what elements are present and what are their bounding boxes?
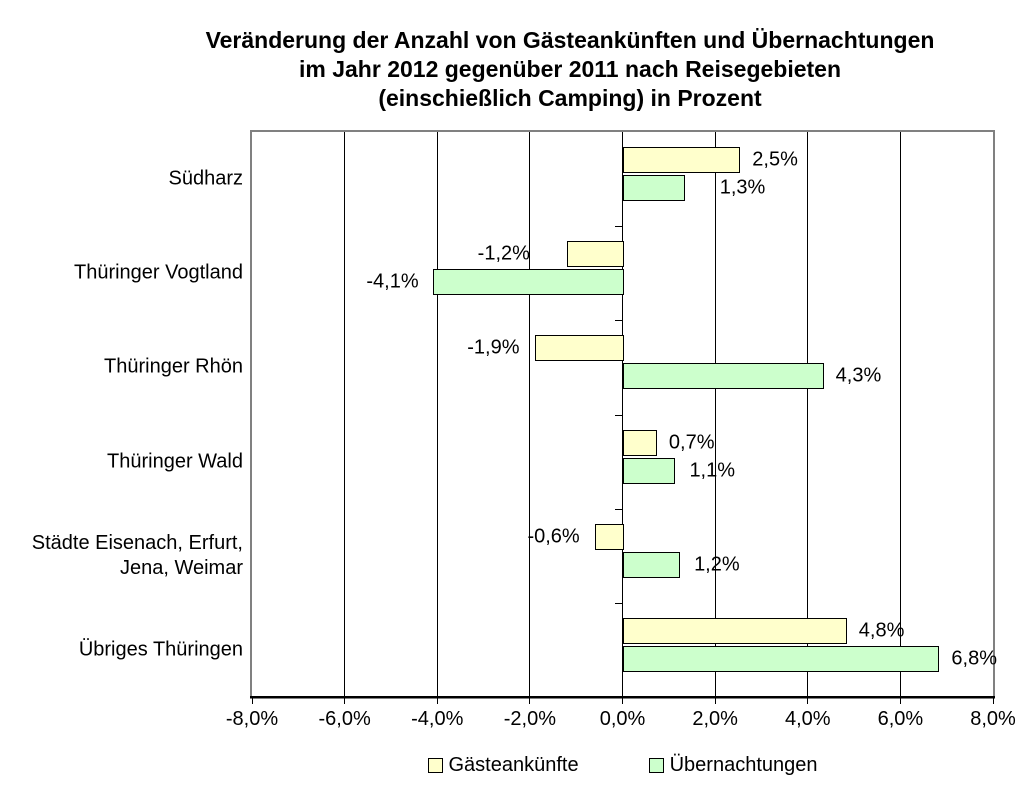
value-label: 0,7% <box>668 431 715 453</box>
value-label: 1,1% <box>689 459 736 481</box>
category-axis-labels: Südharz Thüringer Vogtland Thüringer Rhön T… <box>0 0 243 793</box>
x-axis-tick-label: 6,0% <box>877 708 924 730</box>
category-axis-tick <box>615 415 622 416</box>
value-label: -4,1% <box>366 270 419 293</box>
category-axis-tick <box>615 226 622 227</box>
value-label: -0,6% <box>527 525 580 548</box>
x-axis-tick <box>436 698 438 704</box>
bar-uebernachtungen-5 <box>622 645 940 672</box>
bar-gaesteankuenfte-5 <box>622 617 847 644</box>
category-label-5: Übriges Thüringen <box>78 638 243 661</box>
x-axis-tick-label: -4,0% <box>411 708 464 730</box>
gridline <box>899 132 901 697</box>
legend: Gästeankünfte Übernachtungen <box>250 754 995 777</box>
legend-swatch-icon <box>648 758 664 773</box>
value-label: 4,3% <box>835 364 882 387</box>
category-label-3: Thüringer Wald <box>107 450 243 473</box>
x-axis-tick <box>344 698 346 704</box>
category-label-2: Thüringer Rhön <box>104 355 243 378</box>
gridline <box>807 132 809 697</box>
bar-uebernachtungen-0 <box>622 175 685 201</box>
chart-title-line-2: im Jahr 2012 gegenüber 2011 nach Reisege… <box>298 56 842 82</box>
legend-item: Gästeankünfte <box>427 754 579 777</box>
bar-gaesteankuenfte-4 <box>594 523 625 550</box>
chart-title: Veränderung der Anzahl von Gästeankünfte… <box>105 26 1031 113</box>
x-axis-tick <box>622 698 623 704</box>
legend-label: Gästeankünfte <box>448 754 579 776</box>
x-axis-tick-label: 0,0% <box>599 708 646 730</box>
bar-uebernachtungen-3 <box>622 457 676 484</box>
gridline <box>344 132 346 697</box>
value-label: 1,2% <box>694 553 740 576</box>
x-axis-tick-label: 4,0% <box>784 708 831 730</box>
chart-title-line-3: (einschießlich Camping) in Prozent <box>378 85 762 111</box>
x-axis-tick <box>899 698 901 704</box>
legend-label: Übernachtungen <box>669 754 818 776</box>
category-label-1: Thüringer Vogtland <box>73 261 243 284</box>
bar-uebernachtungen-2 <box>622 363 824 390</box>
bar-gaesteankuenfte-2 <box>534 335 625 362</box>
category-axis-tick <box>615 320 622 321</box>
category-axis-tick <box>615 603 622 604</box>
legend-swatch-icon <box>427 758 443 773</box>
x-axis-line <box>250 696 995 698</box>
x-axis-tick-label: -2,0% <box>503 708 556 730</box>
value-label: -1,2% <box>477 242 530 265</box>
category-axis-tick <box>615 509 622 510</box>
gridline <box>529 132 531 697</box>
x-axis-tick-label: 2,0% <box>692 708 738 730</box>
x-axis-tick-label: 8,0% <box>970 708 1016 730</box>
value-label: -1,9% <box>467 336 520 359</box>
value-label: 1,3% <box>719 176 766 199</box>
x-axis-tick <box>992 698 994 704</box>
legend-item: Übernachtungen <box>648 754 818 777</box>
x-axis-tick-label: -8,0% <box>225 708 279 730</box>
value-label: 6,8% <box>951 647 998 670</box>
x-axis-tick-label: -6,0% <box>318 708 371 730</box>
x-axis-tick <box>714 698 716 704</box>
category-label-0: Südharz <box>168 167 244 190</box>
x-axis-tick <box>251 698 253 704</box>
bar-gaesteankuenfte-0 <box>622 147 741 173</box>
zero-axis-line <box>622 132 623 697</box>
value-label: 2,5% <box>752 148 798 171</box>
bar-uebernachtungen-4 <box>622 551 681 578</box>
value-label: 4,8% <box>858 619 905 642</box>
bar-gaesteankuenfte-1 <box>566 241 625 268</box>
plot-area: 2,5% -1,2% -1,9% 0,7% -0,6% 4,8% 1,3% -4,1% 4,3%… <box>250 130 998 699</box>
x-axis-tick <box>529 698 531 704</box>
category-label-4: Städte Eisenach, Erfurt, Jena, Weimar <box>31 531 243 579</box>
gridline <box>714 132 716 697</box>
chart-title-line-1: Veränderung der Anzahl von Gästeankünfte… <box>205 27 935 53</box>
bar-gaesteankuenfte-3 <box>622 429 657 456</box>
bar-uebernachtungen-1 <box>432 269 625 296</box>
gridline <box>436 132 438 697</box>
x-axis-tick <box>807 698 809 704</box>
